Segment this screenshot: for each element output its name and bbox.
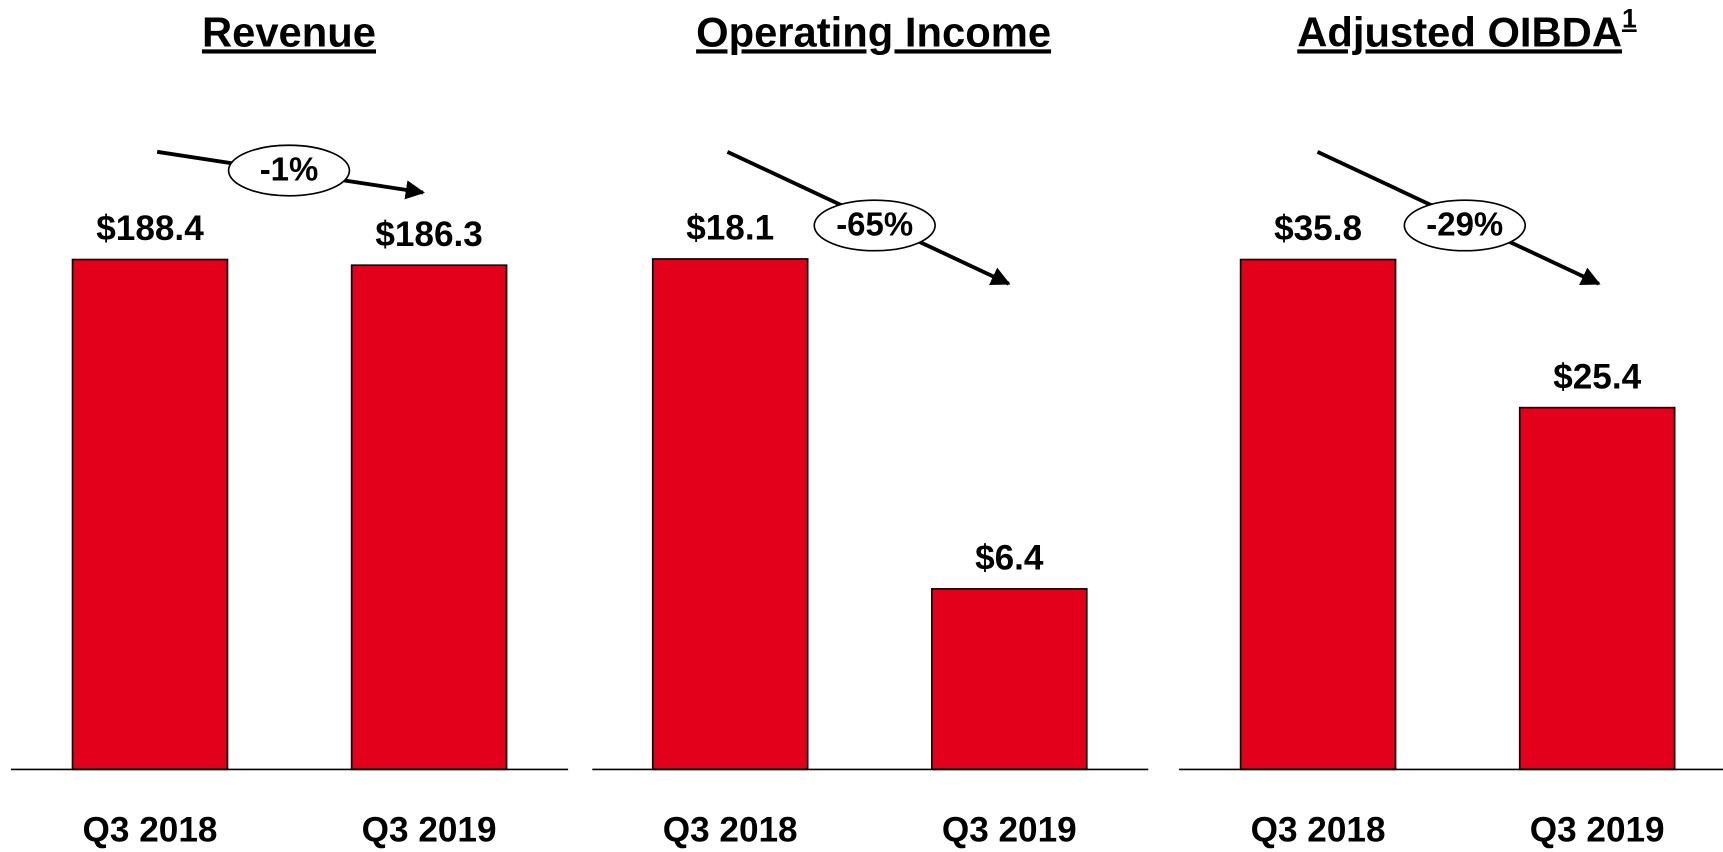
chart-title: Adjusted OIBDA1 — [1297, 3, 1636, 55]
annotation-bubble — [227, 144, 351, 197]
bar — [350, 264, 508, 771]
annotation: -65% — [836, 205, 913, 242]
x-tick-label: Q3 2018 — [663, 810, 798, 849]
value-label: $18.1 — [686, 209, 774, 248]
x-tick-label: Q3 2018 — [83, 810, 218, 849]
chart-title: Revenue — [202, 8, 376, 55]
bar — [1518, 406, 1676, 771]
x-tick-label: Q3 2019 — [942, 810, 1077, 849]
title-text: Operating Income — [696, 8, 1051, 55]
value-label: $6.4 — [975, 539, 1044, 578]
bar — [931, 588, 1088, 771]
value-label: $35.8 — [1274, 209, 1362, 248]
bar — [1239, 258, 1397, 771]
annotation: -29% — [1426, 205, 1503, 242]
x-tick-label: Q3 2019 — [1530, 810, 1665, 849]
annotation-bubble — [1403, 199, 1527, 252]
title-superscript: 1 — [1622, 3, 1637, 33]
title-text: Adjusted OIBDA — [1297, 8, 1622, 55]
x-tick-label: Q3 2018 — [1251, 810, 1386, 849]
chart-title: Operating Income — [696, 8, 1051, 55]
bar — [71, 258, 229, 771]
annotation: -1% — [260, 150, 319, 187]
bar — [651, 258, 809, 771]
annotation-bubble — [813, 199, 936, 252]
title-text: Revenue — [202, 8, 376, 55]
x-tick-label: Q3 2019 — [362, 810, 497, 849]
value-label: $188.4 — [96, 209, 204, 248]
value-label: $186.3 — [375, 215, 483, 254]
value-label: $25.4 — [1553, 357, 1641, 396]
